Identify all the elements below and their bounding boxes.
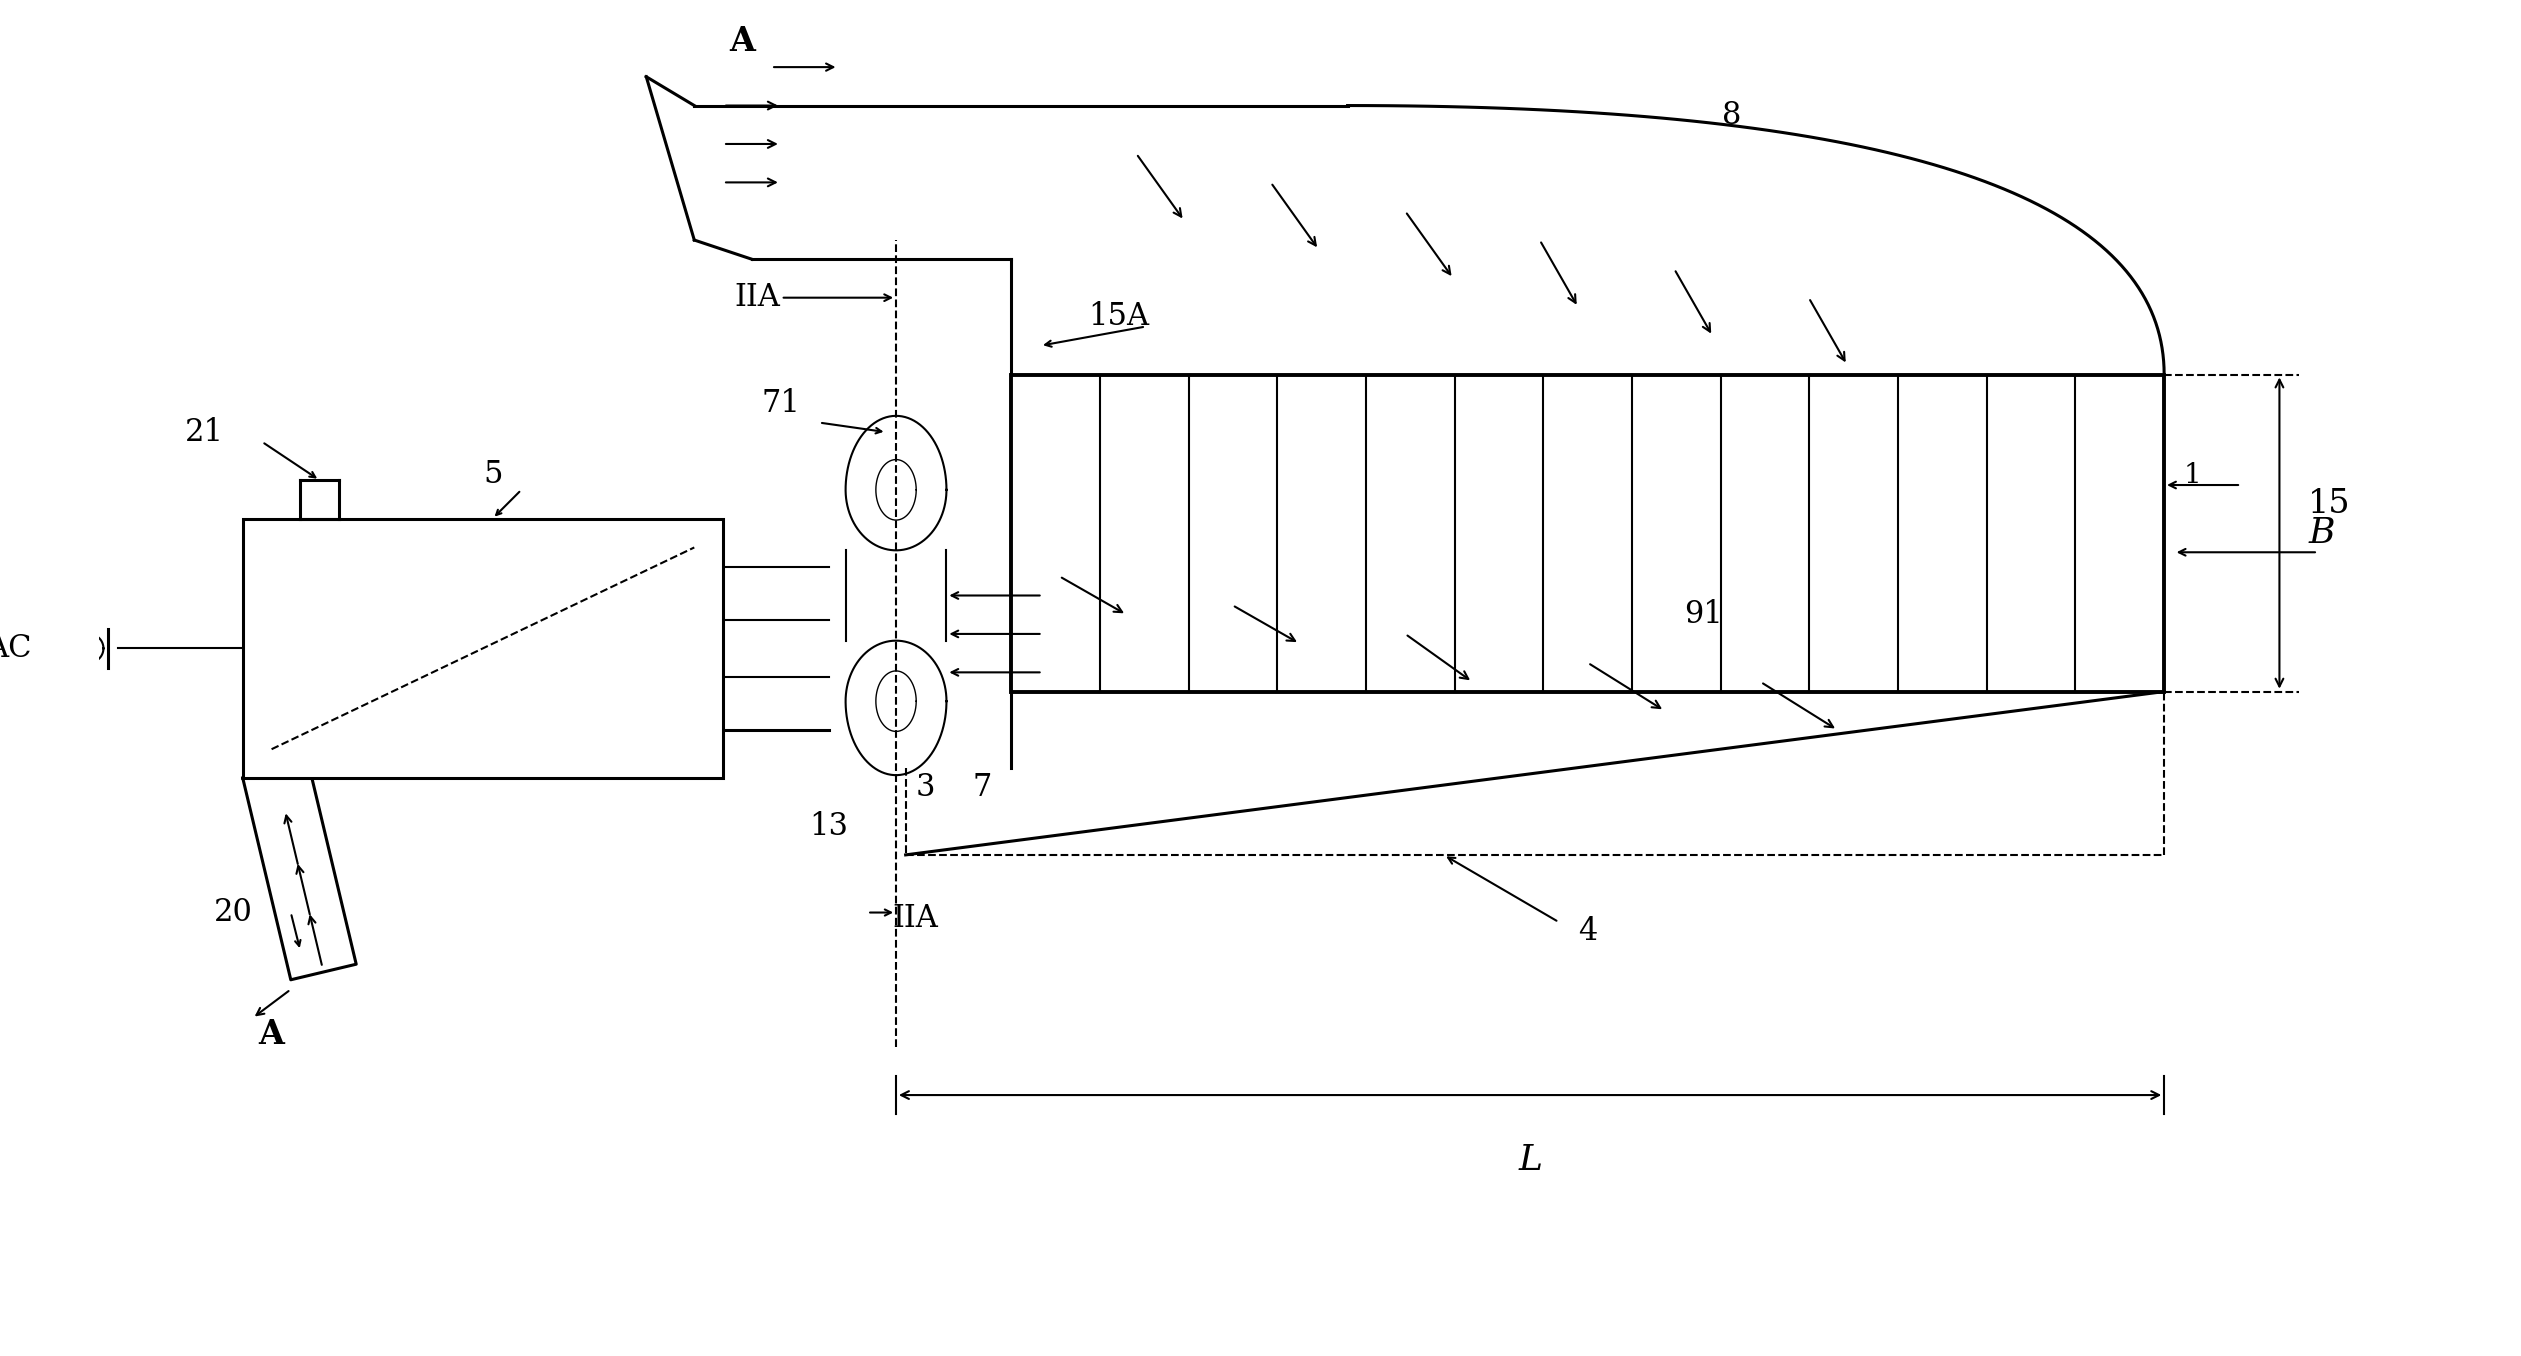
Text: A: A: [260, 1018, 285, 1051]
Text: 15A: 15A: [1089, 301, 1150, 332]
Text: 20: 20: [214, 898, 252, 928]
Text: 4: 4: [1578, 917, 1598, 948]
Text: 91: 91: [1684, 599, 1722, 631]
Text: L: L: [1518, 1143, 1543, 1177]
Text: A: A: [729, 24, 756, 57]
Bar: [242, 518, 724, 778]
Text: 8: 8: [1722, 99, 1742, 130]
Text: 3: 3: [915, 772, 935, 803]
Text: 13: 13: [809, 811, 847, 842]
Text: B: B: [2309, 517, 2334, 551]
Text: IIA: IIA: [892, 903, 938, 934]
Text: 1: 1: [2183, 462, 2201, 490]
Text: 21: 21: [184, 416, 224, 447]
Text: IIA: IIA: [736, 282, 782, 313]
Text: 71: 71: [761, 388, 799, 419]
Bar: [1011, 374, 2163, 692]
Text: 5: 5: [484, 458, 502, 490]
Text: 7: 7: [973, 772, 993, 803]
Text: AC: AC: [0, 633, 30, 664]
Text: 15: 15: [2309, 488, 2352, 521]
